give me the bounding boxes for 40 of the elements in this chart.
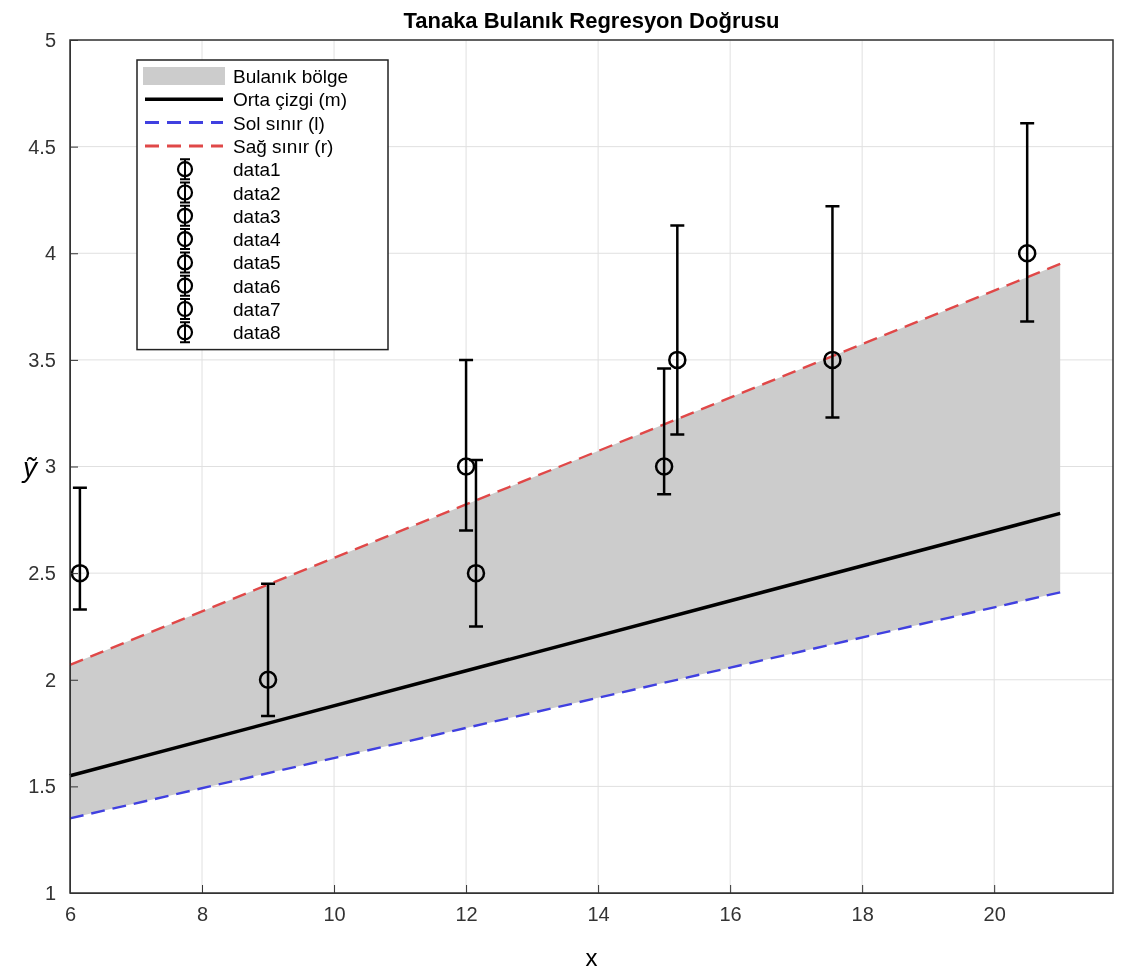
x-tick-label: 6: [64, 903, 77, 926]
legend-label: data8: [233, 322, 281, 344]
y-tick-label: 1.5: [28, 775, 56, 798]
x-tick-label: 20: [983, 903, 1006, 926]
legend-label: data6: [233, 275, 281, 297]
legend-label: data1: [233, 159, 281, 181]
legend-label: data2: [233, 182, 281, 204]
legend-label: data3: [233, 205, 281, 227]
legend-label: data5: [233, 252, 281, 274]
y-tick-label: 2: [44, 668, 56, 691]
point: [70, 563, 90, 583]
x-tick-label: 8: [196, 903, 209, 926]
point: [1017, 244, 1037, 263]
y-tick-label: 4.5: [28, 135, 56, 158]
point: [466, 563, 486, 583]
point: [654, 457, 674, 476]
y-tick-label: 3.5: [28, 348, 56, 371]
x-axis-title: x: [585, 944, 598, 971]
point: [258, 670, 278, 689]
legend-label: data7: [233, 299, 281, 320]
legend-label: Orta çizgi (m): [233, 89, 347, 111]
point: [456, 457, 476, 476]
legend-label: Sol sınır (l): [233, 112, 325, 134]
legend-label: Bulanık bölge: [233, 66, 349, 87]
point: [823, 350, 842, 370]
legend-label: data4: [233, 229, 281, 251]
x-tick-label: 14: [587, 903, 610, 926]
y-tick-label: 2.5: [28, 562, 56, 585]
y-tick-label: 3: [44, 455, 56, 478]
y-tick-label: 5: [44, 28, 56, 51]
x-tick-label: 10: [323, 903, 346, 926]
x-tick-label: 12: [455, 903, 478, 926]
y-axis-title: ỹ: [21, 452, 39, 484]
y-tick-label: 4: [44, 242, 56, 265]
x-tick-label: 18: [851, 903, 874, 926]
x-tick-label: 16: [719, 903, 742, 926]
chart-title: Tanaka Bulanık Regresyon Doğrusu: [403, 8, 780, 33]
y-tick-label: 1: [44, 881, 56, 904]
point: [668, 350, 687, 370]
legend-label: Sağ sınır (r): [233, 135, 334, 157]
